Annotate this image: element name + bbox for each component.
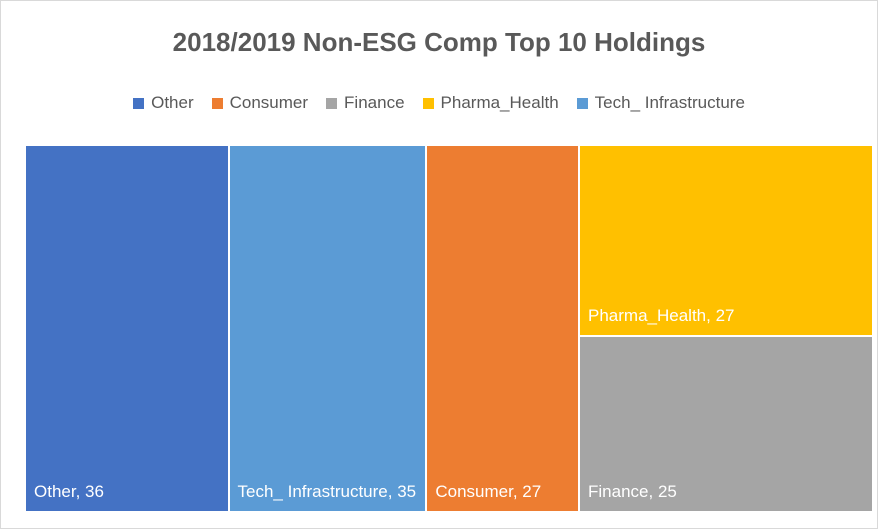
legend-label: Consumer xyxy=(229,93,309,112)
treemap-tile: Tech_ Infrastructure, 35 xyxy=(228,145,427,512)
data-label: Consumer, 27 xyxy=(435,482,542,501)
treemap-tile: Finance, 25 xyxy=(579,335,873,512)
legend-item: Finance xyxy=(326,93,405,113)
treemap-tile: Other, 36 xyxy=(25,145,229,512)
legend-item: Other xyxy=(133,93,194,113)
treemap-tile: Consumer, 27 xyxy=(426,145,579,512)
chart-title: 2018/2019 Non-ESG Comp Top 10 Holdings xyxy=(172,27,706,57)
legend-label: Finance xyxy=(344,93,405,112)
legend: Other Consumer Finance Pharma_Health Tech_ I… xyxy=(1,93,877,113)
legend-label: Other xyxy=(151,93,194,112)
legend-label: Tech_ Infrastructure xyxy=(594,93,745,112)
data-label: Pharma_Health, 27 xyxy=(588,305,735,325)
treemap-tile: Pharma_Health, 27 xyxy=(579,145,873,336)
data-label: Finance, 25 xyxy=(588,481,677,501)
legend-swatch xyxy=(576,97,588,109)
legend-item: Consumer xyxy=(211,93,309,113)
legend-item: Tech_ Infrastructure xyxy=(576,93,745,113)
data-label: Other, 36 xyxy=(34,482,104,501)
legend-swatch xyxy=(326,97,338,109)
plot-area: Other, 36 Tech_ Infrastructure, 35 Consume… xyxy=(25,145,873,512)
data-label: Tech_ Infrastructure, 35 xyxy=(237,482,417,501)
legend-swatch xyxy=(211,97,223,109)
legend-swatch xyxy=(422,97,434,109)
legend-label: Pharma_Health xyxy=(440,93,559,112)
legend-item: Pharma_Health xyxy=(422,93,559,113)
legend-swatch xyxy=(133,97,145,109)
